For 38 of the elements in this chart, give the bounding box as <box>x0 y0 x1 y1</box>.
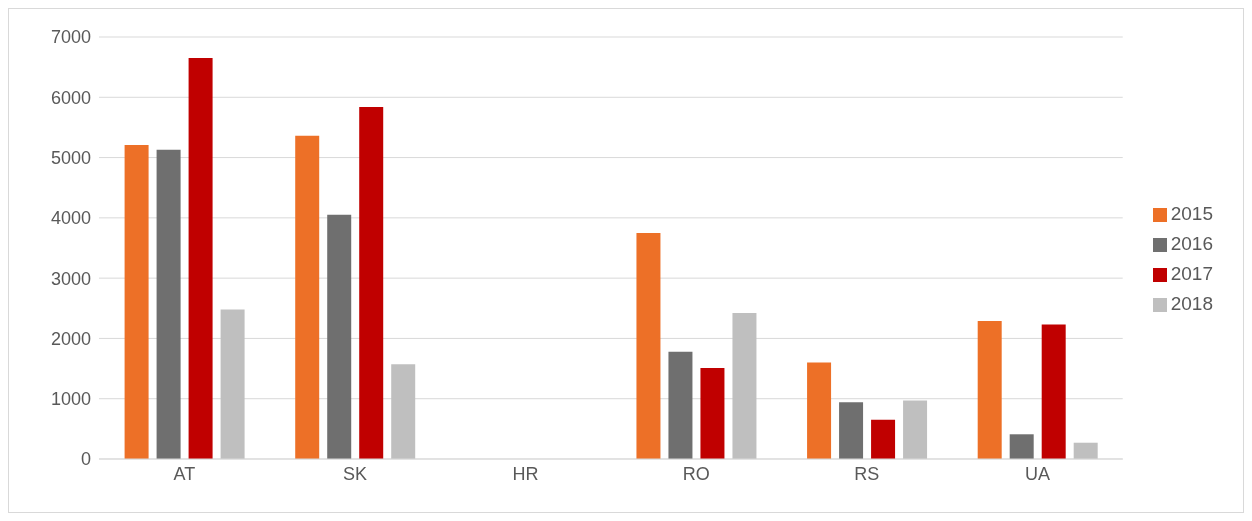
bar <box>977 320 1002 459</box>
bar <box>124 144 149 459</box>
legend-label: 2015 <box>1170 203 1213 224</box>
bar <box>732 313 757 459</box>
bar <box>636 232 661 459</box>
bar <box>1041 324 1066 459</box>
y-tick-label: 7000 <box>50 27 91 48</box>
y-tick-label: 4000 <box>50 208 91 229</box>
x-tick-label: UA <box>1024 463 1050 484</box>
bar <box>359 106 384 459</box>
x-tick-label: HR <box>512 463 539 484</box>
y-tick-label: 0 <box>80 449 91 470</box>
bar <box>220 309 245 459</box>
legend-label: 2018 <box>1170 293 1213 314</box>
bar <box>839 402 864 459</box>
bar <box>871 419 896 459</box>
bar <box>327 214 352 459</box>
legend-label: 2016 <box>1170 233 1213 254</box>
y-tick-label: 1000 <box>50 389 91 410</box>
x-tick-label: RO <box>682 463 710 484</box>
x-tick-label: SK <box>342 463 367 484</box>
bar <box>807 362 832 459</box>
legend-label: 2017 <box>1170 263 1213 284</box>
y-tick-label: 2000 <box>50 328 91 349</box>
bar <box>295 135 320 459</box>
bar <box>391 364 416 459</box>
y-tick-label: 6000 <box>50 87 91 108</box>
x-tick-label: RS <box>854 463 880 484</box>
bar <box>903 400 928 459</box>
y-tick-label: 3000 <box>50 268 91 289</box>
bar <box>1009 434 1034 459</box>
bar <box>156 149 181 459</box>
bar <box>700 367 725 459</box>
bar <box>1073 442 1098 459</box>
x-tick-label: AT <box>173 463 196 484</box>
bar <box>188 58 213 459</box>
bar <box>668 351 693 459</box>
y-tick-label: 5000 <box>50 147 91 168</box>
